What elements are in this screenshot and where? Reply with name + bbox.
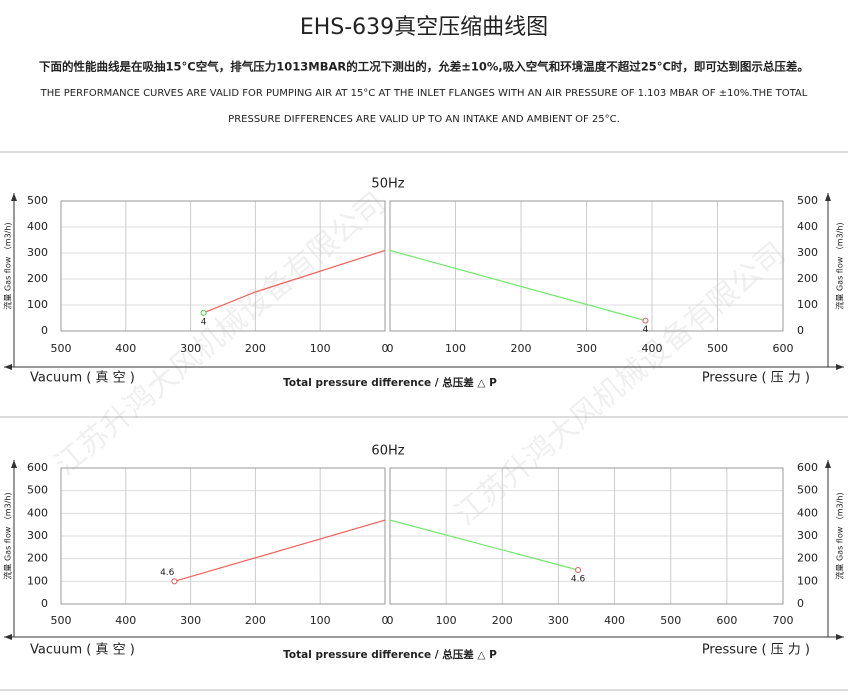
y-tick-label: 600: [27, 461, 48, 474]
point-label: 4: [643, 325, 649, 335]
y-axis-label: 流量 Gas flow （m3/h): [835, 492, 845, 579]
arrow-head: [836, 634, 844, 640]
curve: [389, 519, 579, 571]
y-tick-label: 200: [27, 272, 48, 285]
y2-tick-label: 0: [797, 324, 804, 337]
arrow-head: [4, 364, 12, 370]
left-axis-label: Vacuum ( 真 空 ): [30, 371, 135, 386]
x-tick-label: 500: [707, 342, 728, 355]
operating-point: [575, 567, 582, 573]
x-tick-label: 500: [51, 614, 72, 627]
watermark: 江苏升鸿大风机械设备有限公司: [48, 186, 392, 483]
y2-tick-label: 100: [797, 574, 818, 587]
chart-title: 60Hz: [371, 444, 404, 459]
left-axis-label: Vacuum ( 真 空 ): [30, 643, 135, 658]
plot-frame: [60, 200, 386, 332]
y2-tick-label: 300: [797, 246, 818, 259]
arrow-head: [836, 364, 844, 370]
chart-title: 50Hz: [371, 177, 404, 192]
x-tick-label: 500: [51, 342, 72, 355]
x-tick-label: 100: [445, 342, 466, 355]
y2-tick-label: 400: [797, 506, 818, 519]
curve: [203, 249, 386, 314]
x-tick-label: 0: [387, 614, 394, 627]
point-label: 4.6: [160, 568, 175, 578]
note-en: PRESSURE DIFFERENCES ARE VALID UP TO AN …: [228, 114, 620, 125]
x-tick-label: 400: [642, 342, 663, 355]
note-cn: 下面的性能曲线是在吸抽15°C空气，排气压力1013MBAR的工况下测出的，允差…: [39, 60, 809, 74]
y2-tick-label: 600: [797, 461, 818, 474]
y2-tick-label: 500: [797, 484, 818, 497]
x-tick-label: 200: [245, 614, 266, 627]
y-tick-label: 0: [41, 324, 48, 337]
arrow-head: [825, 460, 831, 468]
x-tick-label: 200: [245, 342, 266, 355]
y2-tick-label: 200: [797, 272, 818, 285]
x-tick-label: 200: [511, 342, 532, 355]
plot-frame: [60, 467, 386, 605]
right-axis-label: Pressure ( 压 力 ): [702, 643, 810, 658]
x-tick-label: 500: [660, 614, 681, 627]
x-tick-label: 100: [310, 614, 331, 627]
x-tick-label: 200: [492, 614, 513, 627]
y2-tick-label: 400: [797, 220, 818, 233]
x-tick-label: 600: [716, 614, 737, 627]
x-tick-label: 100: [310, 342, 331, 355]
curve: [389, 249, 646, 322]
y-tick-label: 300: [27, 529, 48, 542]
x-axis-label: Total pressure difference / 总压差 △ P: [283, 376, 497, 389]
plot-frame: [389, 467, 784, 605]
operating-point: [200, 309, 207, 316]
y-tick-label: 100: [27, 574, 48, 587]
y-tick-label: 200: [27, 552, 48, 565]
x-tick-label: 400: [604, 614, 625, 627]
y2-tick-label: 0: [797, 597, 804, 610]
curve: [174, 519, 386, 582]
y-tick-label: 500: [27, 194, 48, 207]
x-tick-label: 0: [387, 342, 394, 355]
note-en: THE PERFORMANCE CURVES ARE VALID FOR PUM…: [40, 88, 808, 99]
y-tick-label: 400: [27, 506, 48, 519]
point-label: 4: [201, 317, 207, 327]
sheet-title: EHS-639真空压缩曲线图: [300, 15, 548, 40]
x-tick-label: 0: [382, 342, 389, 355]
y-tick-label: 100: [27, 298, 48, 311]
x-tick-label: 300: [180, 342, 201, 355]
x-tick-label: 100: [436, 614, 457, 627]
right-axis-label: Pressure ( 压 力 ): [702, 371, 810, 386]
x-tick-label: 400: [115, 342, 136, 355]
operating-point: [171, 578, 178, 585]
y-tick-label: 400: [27, 220, 48, 233]
y-axis-label: 流量 Gas flow （m3/h): [3, 222, 13, 309]
operating-point: [642, 317, 649, 324]
arrow-head: [11, 193, 17, 201]
arrow-head: [11, 460, 17, 468]
y-axis-label: 流量 Gas flow （m3/h): [3, 492, 13, 579]
arrow-head: [4, 634, 12, 640]
y-tick-label: 300: [27, 246, 48, 259]
x-tick-label: 300: [548, 614, 569, 627]
point-label: 4.6: [571, 575, 586, 585]
y-axis-label: 流量 Gas flow （m3/h): [835, 222, 845, 309]
x-tick-label: 600: [773, 342, 794, 355]
y2-tick-label: 500: [797, 194, 818, 207]
x-tick-label: 0: [382, 614, 389, 627]
x-axis-label: Total pressure difference / 总压差 △ P: [283, 648, 497, 661]
y2-tick-label: 300: [797, 529, 818, 542]
arrow-head: [825, 193, 831, 201]
x-tick-label: 300: [180, 614, 201, 627]
y-tick-label: 0: [41, 597, 48, 610]
x-tick-label: 700: [773, 614, 794, 627]
y-tick-label: 500: [27, 484, 48, 497]
y2-tick-label: 100: [797, 298, 818, 311]
y2-tick-label: 200: [797, 552, 818, 565]
plot-frame: [389, 200, 784, 332]
x-tick-label: 400: [115, 614, 136, 627]
x-tick-label: 300: [576, 342, 597, 355]
